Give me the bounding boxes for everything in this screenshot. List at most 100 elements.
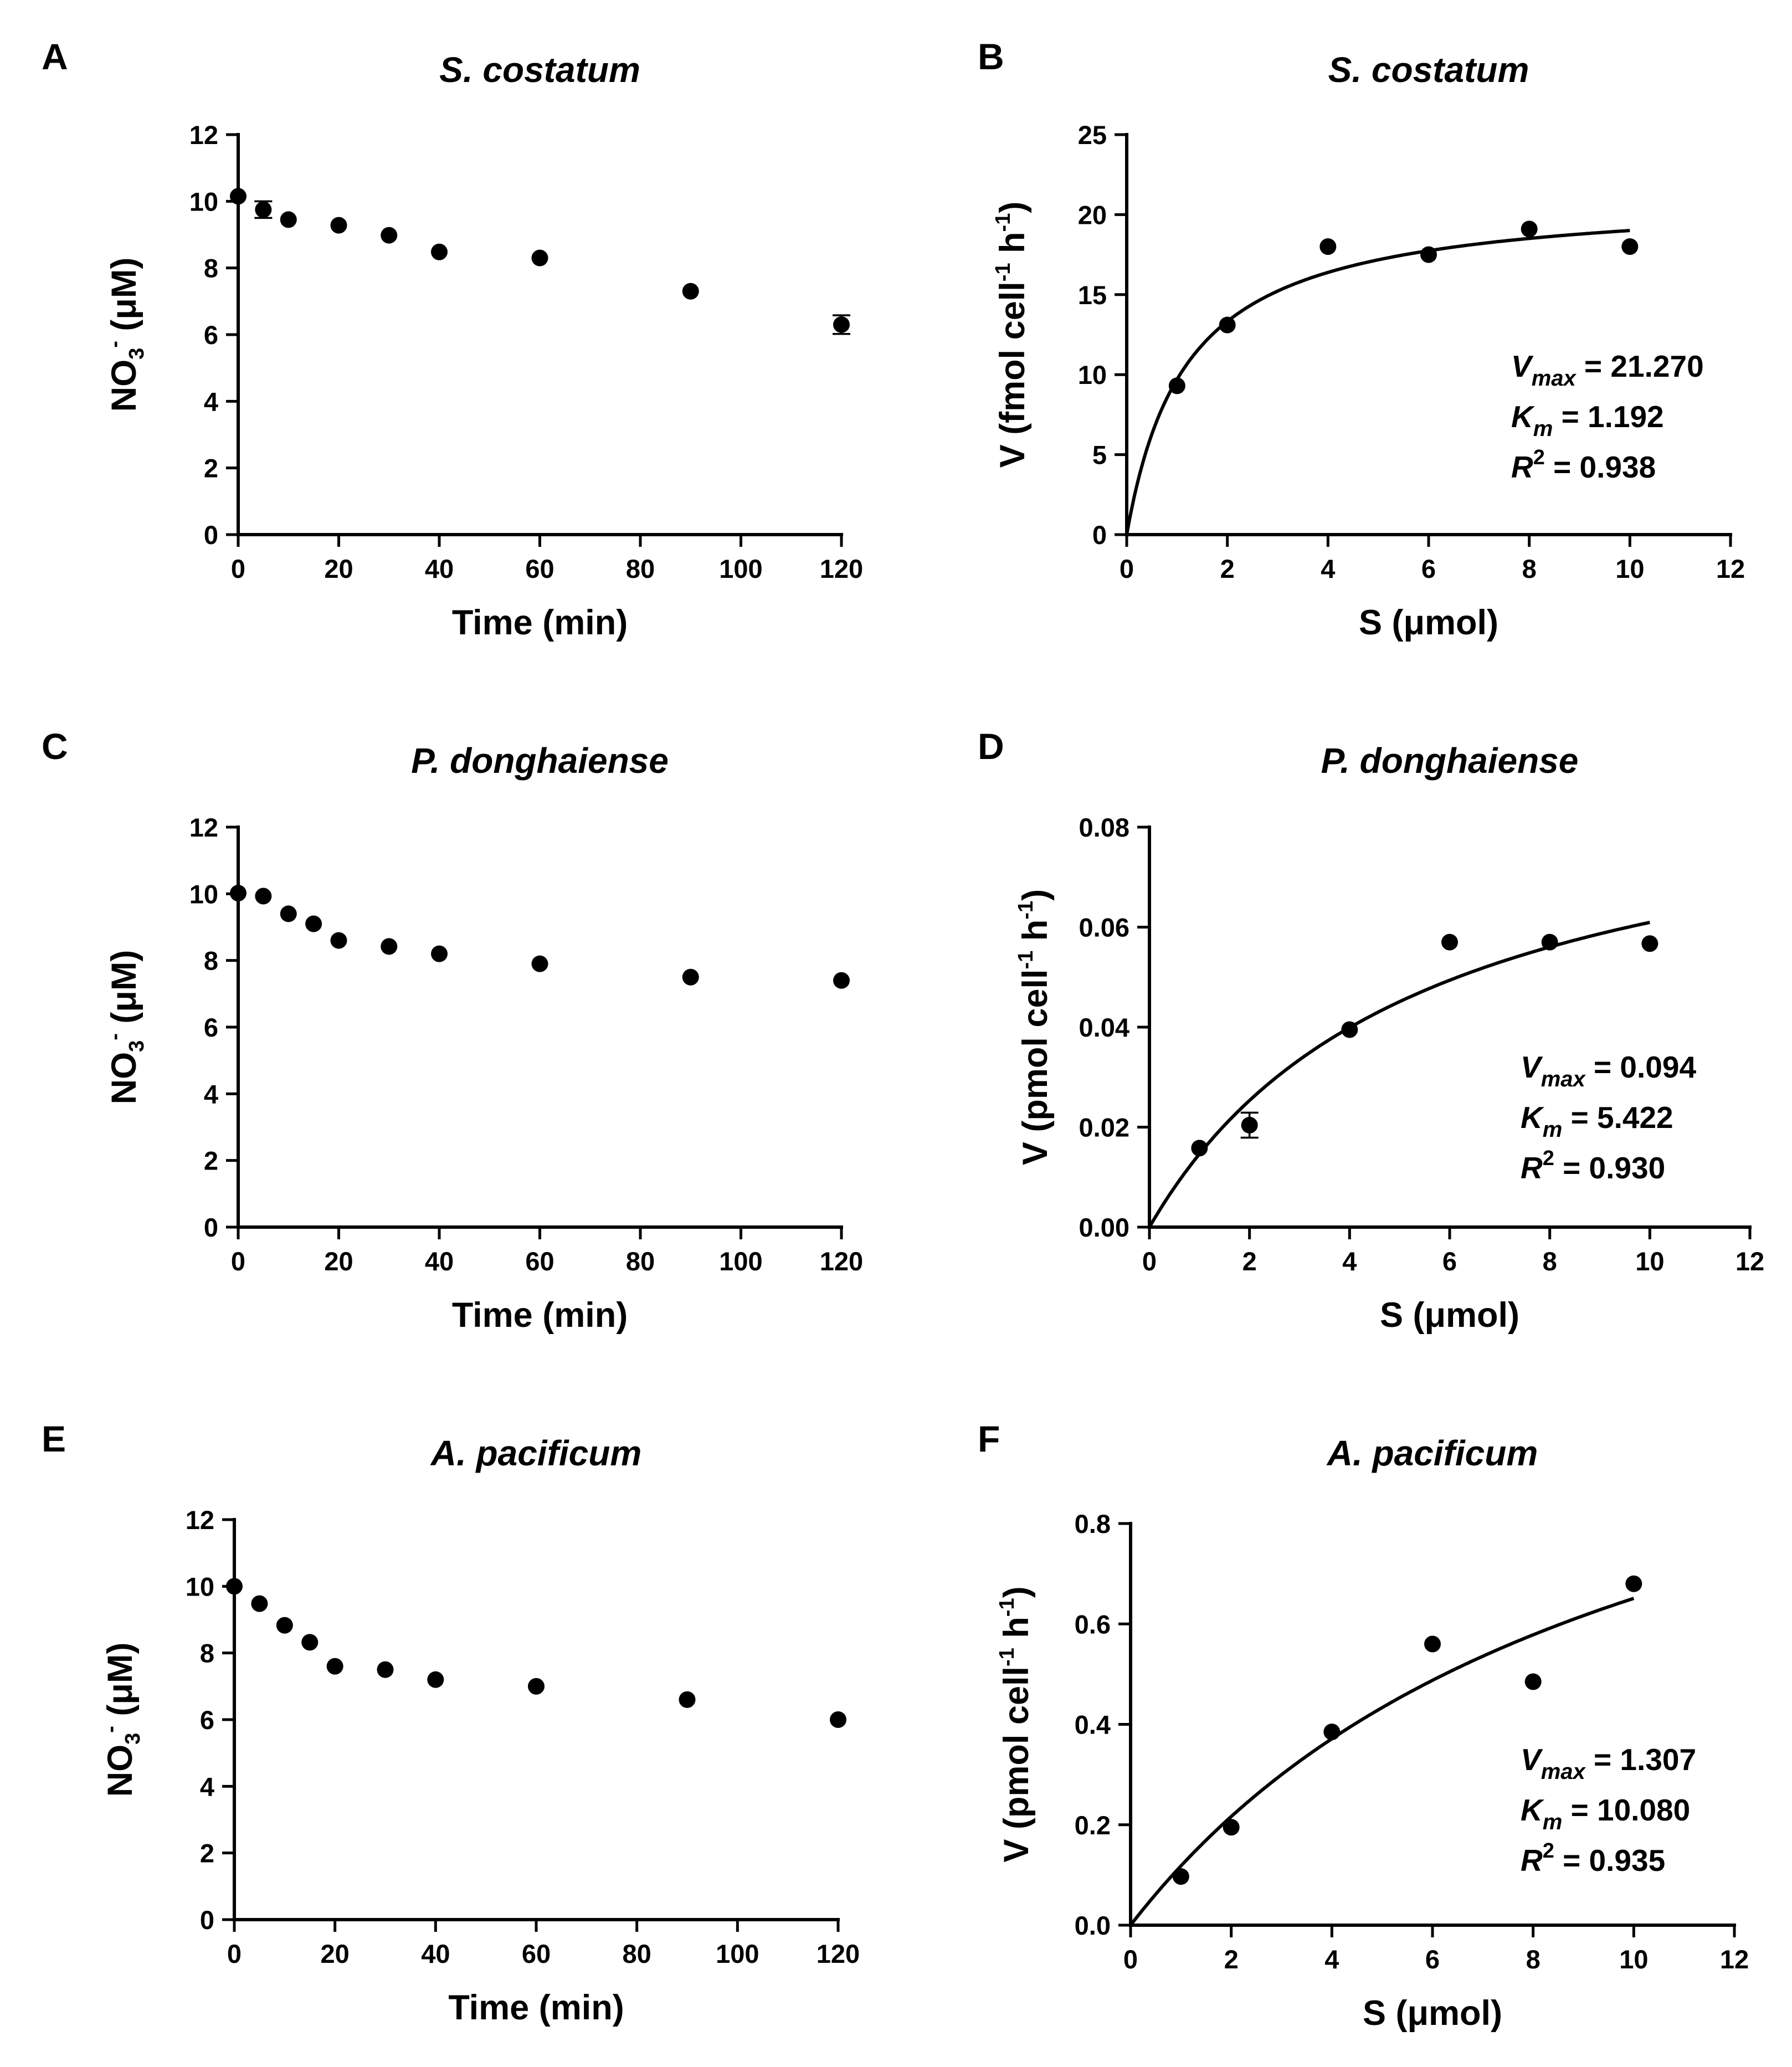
data-point (1641, 935, 1659, 952)
y-axis-label: NO3​-​ (μM) (103, 950, 148, 1105)
y-tick-label: 0 (204, 520, 218, 550)
x-tick-label: 100 (719, 554, 762, 583)
y-tick-label: 5 (1092, 440, 1107, 470)
data-point (528, 1678, 545, 1695)
x-tick-label: 8 (1522, 554, 1537, 583)
x-tick-label: 60 (525, 1247, 554, 1276)
chart-title: A. pacificum (1326, 1433, 1538, 1473)
x-tick-label: 6 (1442, 1247, 1457, 1276)
x-tick-label: 6 (1425, 1945, 1440, 1974)
x-tick-label: 120 (817, 1939, 860, 1968)
y-tick-label: 12 (189, 813, 218, 842)
x-tick-label: 80 (626, 554, 655, 583)
y-tick-label: 0.2 (1075, 1810, 1111, 1840)
panel-letter: D (978, 726, 1004, 767)
data-point (381, 938, 398, 955)
chart-title: S. costatum (439, 50, 640, 90)
data-point (1625, 1575, 1642, 1592)
panel-c: C P. donghaiense 0 20 40 60 80 100 120 0 2 4 6 8 10 12 T… (42, 726, 863, 1335)
chart-title: P. donghaiense (411, 741, 669, 781)
x-tick-label: 4 (1324, 1945, 1339, 1974)
y-tick-label: 0.8 (1075, 1509, 1111, 1538)
x-tick-label: 8 (1526, 1945, 1541, 1974)
x-tick-label: 120 (820, 1247, 863, 1276)
data-point (1521, 220, 1538, 238)
panel-e: E A. pacificum 0 20 40 60 80 100 120 0 2 4 6 8 10 12 Tim… (42, 1418, 860, 2027)
data-point (280, 905, 297, 922)
vmax-annotation: Vmax = 0.094 (1521, 1050, 1696, 1091)
x-tick-label: 10 (1635, 1247, 1664, 1276)
data-point (1541, 934, 1558, 951)
x-tick-label: 40 (425, 554, 454, 583)
x-tick-label: 12 (1735, 1247, 1764, 1276)
y-tick-label: 0 (1092, 520, 1107, 550)
data-point (1319, 238, 1337, 255)
km-annotation: Km = 10.080 (1521, 1793, 1690, 1834)
vmax-annotation: Vmax = 1.307 (1521, 1742, 1696, 1784)
data-point (1219, 316, 1236, 334)
x-tick-label: 2 (1242, 1247, 1257, 1276)
y-tick-label: 4 (200, 1772, 214, 1801)
x-tick-label: 2 (1220, 554, 1235, 583)
km-annotation: Km = 5.422 (1521, 1100, 1673, 1142)
data-point (431, 945, 448, 962)
data-point (1223, 1819, 1240, 1836)
data-point (682, 283, 699, 300)
y-tick-label: 12 (186, 1505, 214, 1535)
x-tick-label: 100 (716, 1939, 759, 1968)
data-point (679, 1691, 696, 1708)
y-tick-label: 10 (1078, 360, 1107, 389)
y-axis-label: V (fmol cell-1​ h-1​) (992, 202, 1032, 468)
panel-b: B S. costatum 0 2 4 6 8 10 12 0 5 10 15 20 25 S (μmol) V… (978, 36, 1745, 642)
x-tick-label: 12 (1720, 1945, 1749, 1974)
x-tick-label: 0 (231, 554, 245, 583)
x-tick-label: 0 (1123, 1945, 1138, 1974)
y-axis-label: NO3​-​ (μM) (99, 1643, 145, 1797)
data-point (280, 211, 297, 228)
y-tick-label: 0.06 (1079, 913, 1129, 942)
x-axis-label: Time (min) (452, 1296, 628, 1335)
panel-d: D P. donghaiense 0 2 4 6 8 10 12 0.00 0.02 0.04 0.06… (978, 726, 1764, 1335)
panel-f: F A. pacificum 0 2 4 6 8 10 12 0.0 0.2 0.4 0.6 0.8 S (… (978, 1418, 1749, 2033)
y-tick-label: 2 (204, 1146, 218, 1176)
y-tick-label: 4 (204, 387, 218, 416)
data-point (531, 955, 548, 972)
chart-title: P. donghaiense (1321, 741, 1579, 781)
x-tick-label: 80 (623, 1939, 651, 1968)
x-tick-label: 12 (1716, 554, 1745, 583)
y-tick-label: 8 (204, 254, 218, 283)
x-axis-label: S (μmol) (1380, 1296, 1519, 1335)
r2-annotation: R2 = 0.938 (1511, 446, 1656, 484)
data-point (255, 201, 272, 218)
y-tick-label: 0.0 (1075, 1911, 1111, 1940)
x-tick-label: 6 (1421, 554, 1436, 583)
fit-curve (1125, 229, 1630, 535)
y-tick-label: 2 (200, 1839, 214, 1868)
x-tick-label: 100 (719, 1247, 762, 1276)
y-axis-label: V (pmol cell-1​ h-1​) (1014, 889, 1055, 1165)
data-point (1191, 1140, 1208, 1157)
data-point (330, 217, 347, 234)
y-tick-label: 6 (200, 1705, 214, 1735)
x-tick-label: 10 (1615, 554, 1644, 583)
y-tick-label: 12 (189, 120, 218, 150)
panel-letter: F (978, 1418, 1000, 1459)
panel-letter: A (42, 36, 68, 77)
x-axis-label: S (μmol) (1359, 603, 1498, 642)
data-point (531, 249, 548, 266)
data-point (1621, 238, 1639, 255)
data-point (377, 1661, 394, 1678)
x-axis-label: S (μmol) (1363, 1994, 1502, 2033)
data-point (1172, 1868, 1189, 1885)
chart-title: S. costatum (1328, 50, 1529, 90)
y-tick-label: 0.02 (1079, 1113, 1129, 1142)
y-tick-label: 20 (1078, 200, 1107, 229)
panel-a: A S. costatum 0 20 40 60 80 100 120 0 2 4 6 8 10 12 Time… (42, 36, 863, 642)
data-point (431, 243, 448, 260)
y-tick-label: 6 (204, 320, 218, 350)
x-tick-label: 0 (227, 1939, 242, 1968)
x-tick-label: 20 (321, 1939, 350, 1968)
r2-annotation: R2 = 0.930 (1521, 1147, 1665, 1185)
y-tick-label: 6 (204, 1013, 218, 1042)
